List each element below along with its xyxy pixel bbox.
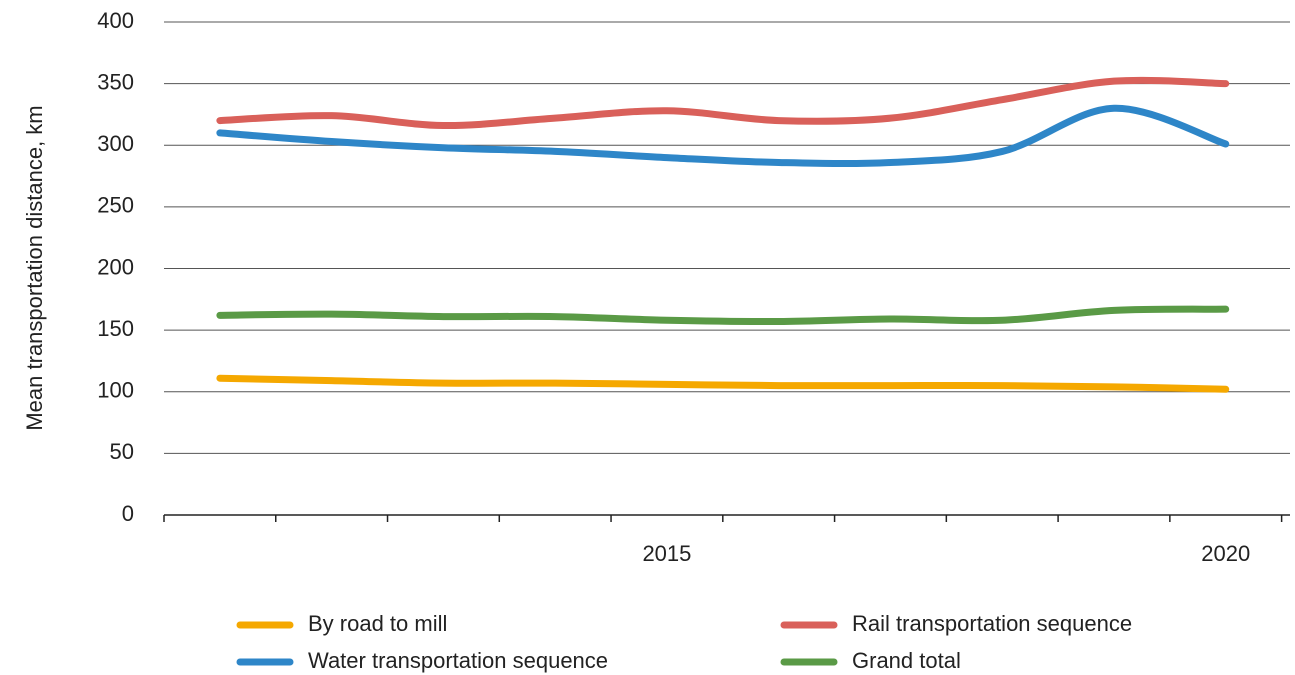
series-line — [216, 305, 1230, 326]
legend-label: By road to mill — [308, 611, 447, 636]
series-line — [216, 76, 1230, 130]
legend-label: Water transportation sequence — [308, 648, 608, 673]
y-tick-label: 250 — [97, 193, 134, 218]
series-line — [216, 374, 1230, 393]
y-tick-label: 300 — [97, 131, 134, 156]
y-tick-label: 50 — [110, 439, 134, 464]
y-tick-label: 100 — [97, 378, 134, 403]
y-axis-label: Mean transportation distance, km — [22, 105, 47, 430]
y-tick-label: 200 — [97, 254, 134, 279]
y-tick-label: 0 — [122, 501, 134, 526]
x-tick-label: 2015 — [642, 541, 691, 566]
y-tick-label: 400 — [97, 8, 134, 33]
x-tick-label: 2020 — [1201, 541, 1250, 566]
y-tick-label: 350 — [97, 69, 134, 94]
legend-label: Rail transportation sequence — [852, 611, 1132, 636]
y-tick-label: 150 — [97, 316, 134, 341]
series-line — [216, 104, 1230, 168]
legend-label: Grand total — [852, 648, 961, 673]
